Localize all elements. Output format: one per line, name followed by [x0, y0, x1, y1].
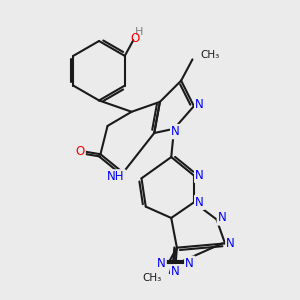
Text: N: N: [185, 257, 194, 270]
Text: CH₃: CH₃: [142, 273, 161, 283]
Text: H: H: [135, 27, 144, 38]
Text: O: O: [130, 32, 139, 44]
Text: N: N: [171, 125, 180, 138]
Text: N: N: [195, 196, 204, 209]
Text: N: N: [195, 98, 204, 111]
Text: N: N: [195, 169, 204, 182]
Text: N: N: [157, 257, 166, 270]
Text: N: N: [226, 237, 235, 250]
Text: NH: NH: [107, 170, 125, 183]
Text: O: O: [75, 145, 85, 158]
Text: CH₃: CH₃: [200, 50, 220, 60]
Text: N: N: [171, 265, 180, 278]
Text: N: N: [218, 212, 226, 224]
